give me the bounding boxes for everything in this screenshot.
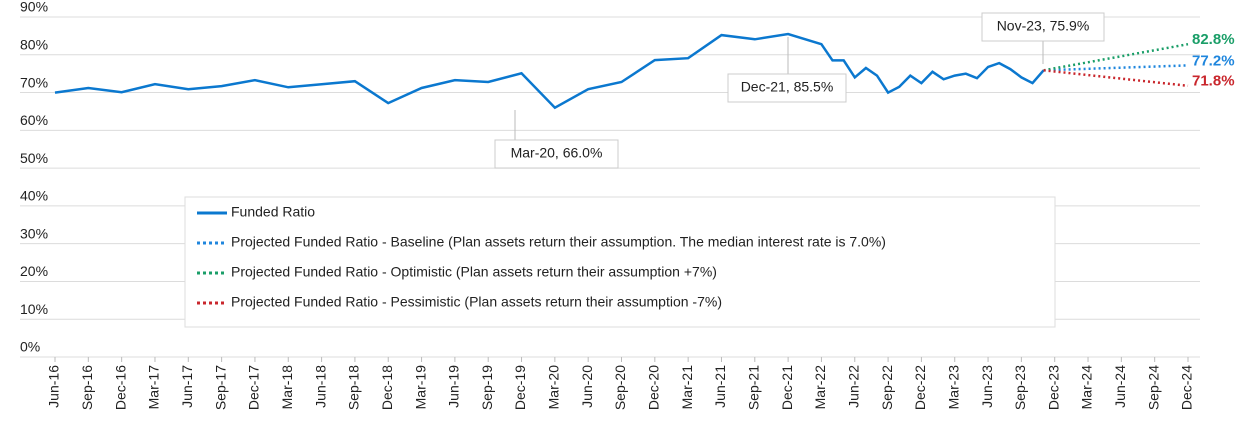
annotation-text: Dec-21, 85.5% [741,79,834,95]
y-tick-label: 0% [20,339,40,355]
x-tick-label: Jun-21 [712,365,728,408]
x-tick-label: Mar-21 [679,365,695,410]
legend-label: Projected Funded Ratio - Optimistic (Pla… [231,264,717,280]
x-tick-label: Mar-17 [146,365,162,410]
y-tick-label: 20% [20,263,48,279]
x-tick-label: Sep-19 [479,365,495,410]
x-tick-label: Mar-22 [812,365,828,410]
x-tick-label: Jun-17 [179,365,195,408]
legend-label: Projected Funded Ratio - Baseline (Plan … [231,234,886,250]
x-tick-label: Sep-22 [879,365,895,410]
series-line [1043,64,1189,72]
y-tick-label: 70% [20,74,48,90]
x-tick-label: Dec-22 [912,365,928,410]
annotation-text: Nov-23, 75.9% [997,18,1090,34]
x-tick-label: Mar-24 [1079,365,1095,410]
x-tick-label: Dec-24 [1179,365,1195,410]
x-tick-label: Dec-18 [379,365,395,410]
x-tick-label: Dec-17 [246,365,262,410]
series-line [1043,69,1189,88]
x-tick-label: Mar-19 [412,365,428,410]
x-tick-label: Dec-23 [1045,365,1061,410]
x-tick-label: Jun-22 [845,365,861,408]
y-tick-label: 10% [20,301,48,317]
x-tick-label: Sep-23 [1012,365,1028,410]
annotation-box [727,73,847,103]
x-tick-label: Jun-18 [312,365,328,408]
annotation-box [981,12,1105,42]
series-line [1043,42,1189,72]
annotation-box [494,139,619,169]
y-tick-label: 30% [20,225,48,241]
y-tick-label: 50% [20,150,48,166]
x-tick-label: Jun-23 [979,365,995,408]
y-tick-label: 60% [20,112,48,128]
x-tick-label: Jun-20 [579,365,595,408]
legend-label: Funded Ratio [231,204,315,220]
x-tick-label: Sep-16 [79,365,95,410]
value-label: 71.8% [1192,73,1235,90]
x-tick-label: Mar-23 [945,365,961,410]
x-tick-label: Jun-19 [446,365,462,408]
x-tick-label: Sep-18 [346,365,362,410]
x-tick-label: Mar-18 [279,365,295,410]
x-tick-label: Sep-20 [612,365,628,410]
y-tick-label: 80% [20,36,48,52]
y-tick-label: 40% [20,188,48,204]
series-line [54,32,1045,110]
legend-box [184,196,1056,328]
x-tick-label: Jun-16 [46,365,62,408]
value-label: 82.8% [1192,31,1235,48]
x-tick-label: Sep-24 [1145,365,1161,410]
x-tick-label: Jun-24 [1112,365,1128,408]
annotation-text: Mar-20, 66.0% [511,145,603,161]
x-tick-label: Dec-19 [512,365,528,410]
x-tick-label: Sep-17 [212,365,228,410]
legend-label: Projected Funded Ratio - Pessimistic (Pl… [231,294,722,310]
x-tick-label: Dec-20 [646,365,662,410]
x-tick-label: Dec-16 [112,365,128,410]
x-tick-label: Dec-21 [779,365,795,410]
x-tick-label: Mar-20 [546,365,562,410]
x-tick-label: Sep-21 [745,365,761,410]
value-label: 77.2% [1192,52,1235,69]
y-tick-label: 90% [20,0,48,15]
